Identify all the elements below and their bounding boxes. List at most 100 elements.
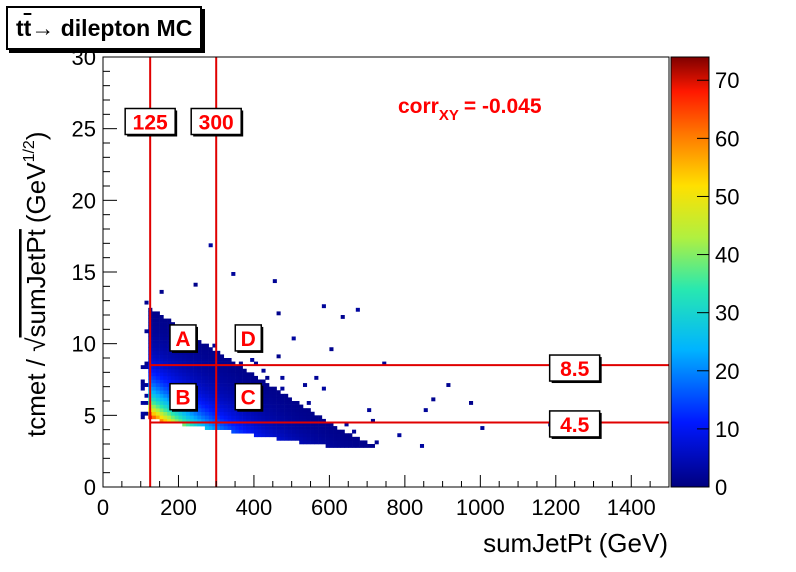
- heatmap-cell: [299, 429, 304, 434]
- heatmap-cell: [265, 429, 270, 434]
- heatmap-cell: [159, 358, 164, 362]
- heatmap-cell: [178, 415, 183, 420]
- heatmap-cell: [242, 429, 247, 434]
- heatmap-cell: [204, 347, 209, 352]
- annotation-labels: 125 300 8.5 4.5 A B C D: [124, 107, 602, 439]
- heatmap-cell: [310, 426, 315, 430]
- heatmap-cell: [163, 375, 168, 380]
- heatmap-cell: [155, 404, 160, 409]
- heatmap-cell: [201, 347, 206, 352]
- heatmap-cell: [227, 397, 232, 402]
- heatmap-cell: [182, 418, 187, 423]
- heatmap-cell: [152, 379, 157, 384]
- heatmap-cell: [167, 408, 172, 413]
- heatmap-cell: [302, 426, 308, 430]
- heatmap-cell: [182, 415, 187, 420]
- region-label: D: [241, 328, 256, 351]
- heatmap-cell: [201, 404, 206, 409]
- heatmap-cell: [299, 426, 304, 430]
- heatmap-cell: [216, 383, 221, 387]
- heatmap-cell: [155, 329, 160, 334]
- heatmap-cell: [231, 383, 236, 387]
- heatmap-cell: [235, 368, 240, 373]
- heatmap-cell: [276, 354, 281, 359]
- heatmap-cell: [302, 422, 308, 427]
- heatmap-cell: [219, 361, 225, 366]
- heatmap-cell: [310, 415, 315, 420]
- heatmap-cell: [250, 372, 255, 377]
- heatmap-cell: [223, 418, 228, 423]
- heatmap-cell: [227, 386, 232, 391]
- heatmap-cell: [140, 365, 145, 370]
- heatmap-cell: [193, 411, 198, 416]
- heatmap-cell: [208, 404, 213, 409]
- heatmap-cell: [155, 415, 160, 420]
- heatmap-cell: [170, 415, 175, 420]
- heatmap-cell: [208, 383, 213, 387]
- heatmap-cell: [212, 408, 217, 413]
- heatmap-cell: [348, 433, 353, 438]
- heatmap-cell: [340, 315, 345, 319]
- heatmap-cell: [257, 429, 262, 434]
- heatmap-cell: [265, 426, 270, 430]
- heatmap-cell: [219, 386, 225, 391]
- heatmap-cell: [208, 350, 213, 355]
- heatmap-cell: [152, 347, 157, 352]
- heatmap-cell: [284, 433, 289, 438]
- heatmap-cell: [329, 436, 334, 441]
- heatmap-cell: [333, 429, 338, 434]
- heatmap-cell: [223, 401, 228, 405]
- heatmap-cell: [246, 415, 251, 420]
- heatmap-cell: [299, 440, 304, 445]
- heatmap-cell: [280, 375, 285, 380]
- heatmap-cell: [208, 358, 213, 362]
- heatmap-cell: [152, 372, 157, 377]
- heatmap-cell: [276, 418, 281, 423]
- heatmap-cell: [318, 415, 323, 420]
- corr-text: corr: [398, 95, 439, 118]
- heatmap-cell: [155, 322, 160, 327]
- heatmap-cell: [336, 444, 342, 448]
- heatmap-cell: [306, 429, 311, 434]
- heatmap-cell: [284, 401, 289, 405]
- heatmap-cell: [174, 354, 179, 359]
- heatmap-cell: [204, 368, 209, 373]
- heatmap-cell: [261, 390, 266, 395]
- x-tick-label: 200: [160, 495, 197, 520]
- heatmap-cell: [265, 386, 270, 391]
- colorbar-tick-label: 0: [715, 475, 727, 500]
- heatmap-cell: [182, 358, 187, 362]
- heatmap-cell: [186, 379, 191, 384]
- heatmap-cell: [280, 401, 285, 405]
- heatmap-cell: [352, 440, 357, 445]
- heatmap-cell: [182, 365, 187, 370]
- heatmap-cell: [189, 422, 194, 427]
- heatmap-cell: [163, 411, 168, 416]
- heatmap-cell: [242, 415, 247, 420]
- heatmap-cell: [201, 361, 206, 366]
- heatmap-cell: [159, 375, 164, 380]
- heatmap-cell: [152, 318, 157, 323]
- heatmap-cell: [295, 418, 300, 423]
- heatmap-cell: [163, 401, 168, 405]
- heatmap-cell: [204, 365, 209, 370]
- heatmap-cell: [287, 397, 292, 402]
- heatmap-cell: [276, 429, 281, 434]
- heatmap-cell: [355, 444, 360, 448]
- heatmap-cell: [276, 401, 281, 405]
- heatmap-cell: [284, 426, 289, 430]
- heatmap-cell: [276, 433, 281, 438]
- heatmap-cell: [152, 315, 157, 319]
- heatmap-cell: [197, 408, 202, 413]
- heatmap-cell: [253, 433, 259, 438]
- heatmap-cell: [269, 429, 274, 434]
- heatmap-cell: [197, 397, 202, 402]
- heatmap-cell: [280, 418, 285, 423]
- heatmap-cell: [238, 418, 243, 423]
- heatmap-cell: [201, 358, 206, 362]
- heatmap-cell: [216, 368, 221, 373]
- heatmap-cell: [238, 368, 243, 373]
- heatmap-cell: [163, 368, 168, 373]
- heatmap-cell: [227, 411, 232, 416]
- heatmap-cell: [159, 336, 164, 341]
